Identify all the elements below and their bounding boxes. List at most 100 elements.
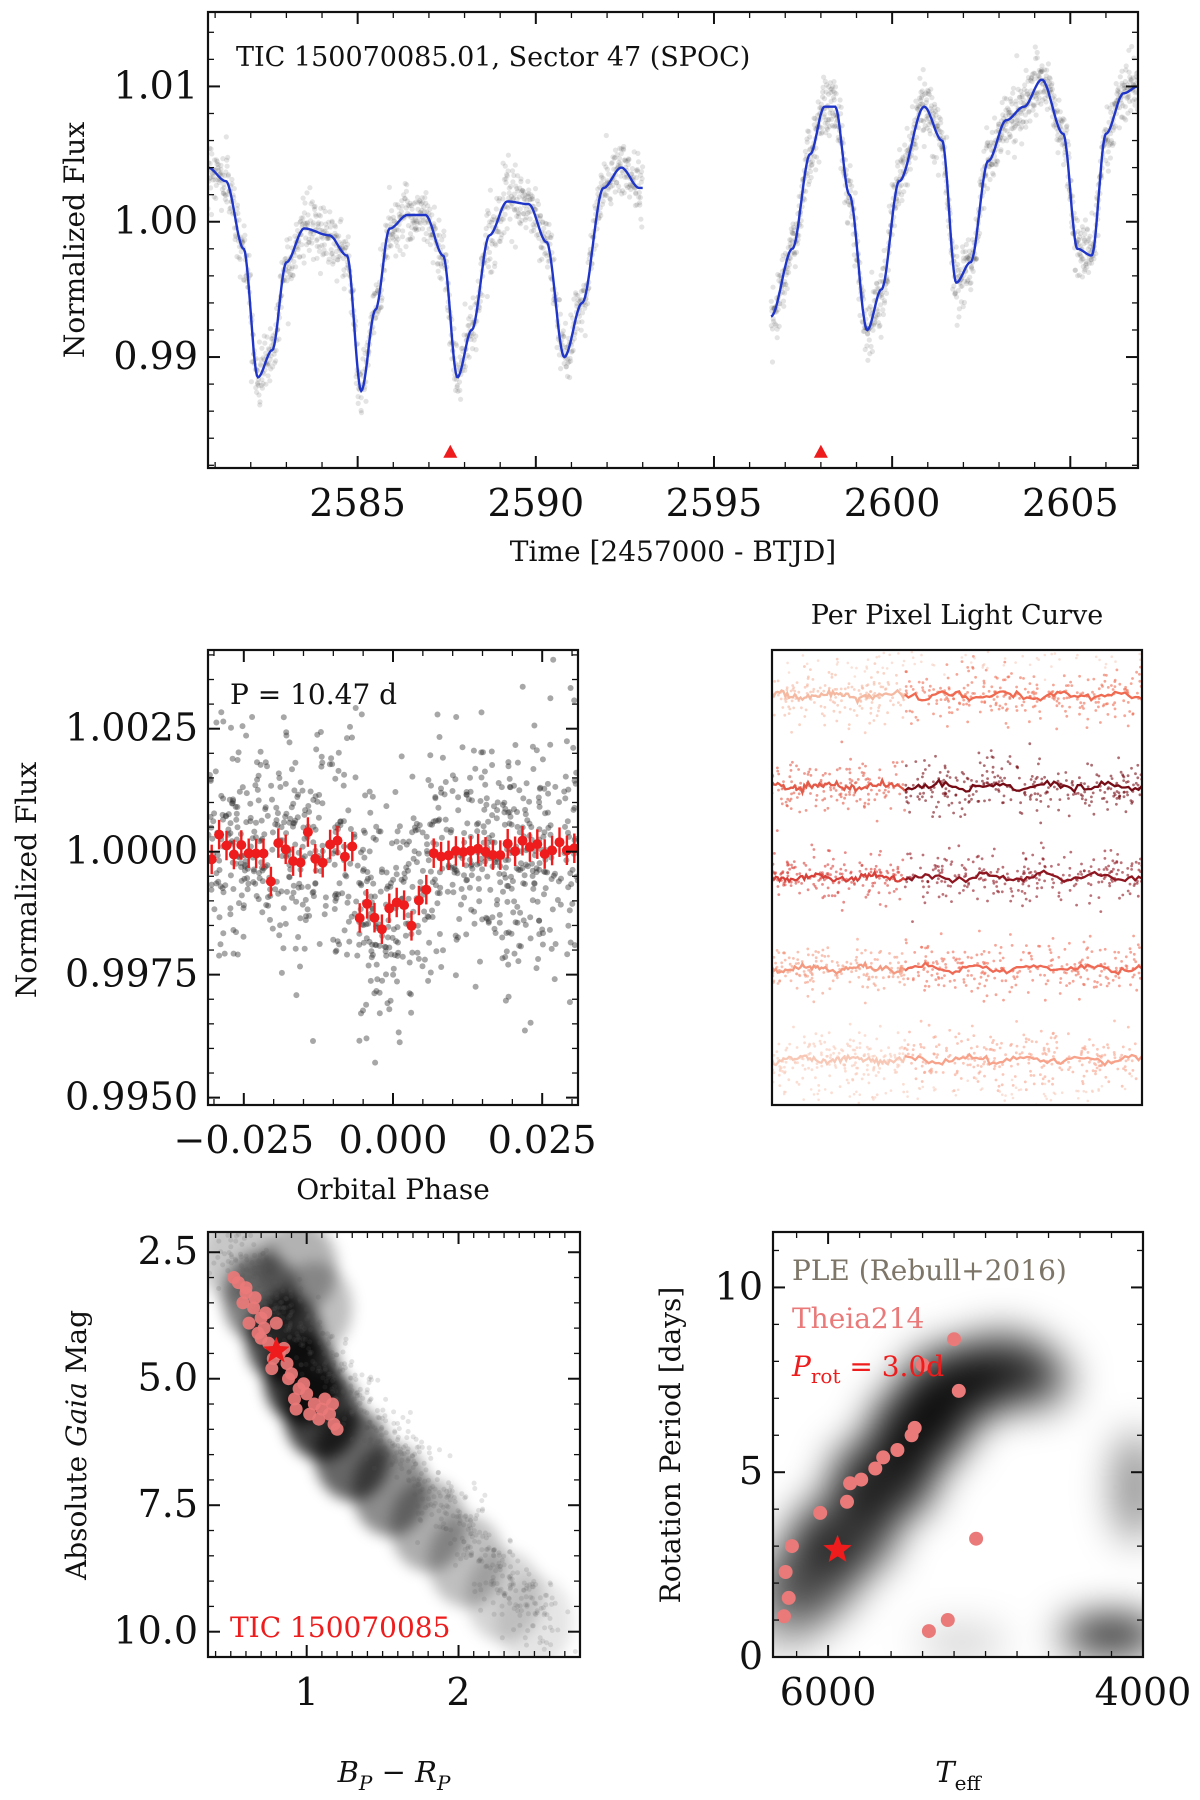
pixel-point	[839, 867, 843, 871]
lc-point	[819, 125, 825, 131]
pixel-point	[806, 888, 810, 892]
pixel-point	[950, 711, 954, 715]
pixel-point	[978, 867, 981, 871]
lc-point	[571, 336, 577, 342]
pixel-point	[878, 870, 882, 874]
pixel-point	[872, 719, 876, 722]
lc-point	[782, 290, 788, 296]
pixel-point	[790, 730, 793, 734]
pixel-point	[948, 711, 951, 714]
lc-point	[1084, 227, 1091, 233]
pixel-point	[869, 852, 873, 856]
pixel-point	[1017, 889, 1020, 892]
pixel-point	[1052, 881, 1055, 885]
lc-point	[257, 402, 263, 408]
lc-point	[405, 202, 411, 208]
pixel-point	[1115, 860, 1119, 863]
pixel-point	[838, 766, 842, 770]
pixel-point	[826, 872, 830, 875]
phase-bin	[258, 848, 269, 859]
phase-point	[489, 832, 496, 839]
y-tick-label: 0.9975	[65, 952, 198, 996]
pixel-point	[1008, 695, 1012, 699]
lc-point	[301, 220, 307, 226]
lc-point	[234, 206, 240, 212]
lc-point	[807, 168, 814, 175]
pixel-point	[856, 778, 860, 781]
pixel-point	[1129, 682, 1133, 685]
lc-point	[486, 210, 492, 216]
lc-point	[523, 206, 530, 212]
pixel-point	[916, 795, 920, 799]
pixel-point	[916, 777, 920, 781]
lc-point	[821, 74, 827, 80]
pixel-point	[1095, 781, 1099, 784]
pixel-point	[789, 763, 792, 767]
phase-point	[571, 942, 578, 949]
pixel-point	[776, 679, 780, 683]
lc-point	[629, 171, 635, 177]
lc-point	[527, 196, 534, 202]
pixel-point	[817, 879, 821, 882]
phase-point	[212, 768, 219, 775]
pixel-point	[1078, 674, 1081, 678]
phase-point	[361, 854, 368, 861]
phase-point	[366, 938, 373, 945]
pixel-point	[882, 672, 886, 675]
phase-point	[383, 971, 389, 978]
lc-point	[454, 382, 460, 389]
phase-point	[434, 711, 441, 718]
phase-point	[223, 813, 230, 820]
lc-point	[235, 210, 241, 216]
pixel-point	[795, 764, 798, 768]
phase-point	[356, 1037, 363, 1044]
phase-point	[434, 890, 441, 896]
lc-point	[524, 197, 530, 203]
lc-point	[483, 225, 489, 232]
lc-point	[784, 286, 790, 292]
lc-point	[1123, 63, 1129, 69]
pixel-point	[875, 792, 879, 796]
pixel-point	[889, 807, 893, 810]
pixel-point	[992, 879, 995, 883]
phase-point	[527, 914, 534, 921]
lc-point	[634, 166, 640, 173]
pixel-point	[921, 772, 925, 775]
lc-point	[608, 201, 614, 207]
phase-point	[478, 749, 485, 756]
lc-point	[615, 162, 621, 169]
phase-point	[571, 777, 578, 784]
lc-point	[295, 228, 301, 234]
pixel-point	[836, 890, 840, 894]
pixel-point	[931, 790, 934, 794]
lc-point	[818, 101, 824, 107]
lc-point	[385, 244, 391, 250]
lc-point	[308, 201, 314, 207]
lc-point	[905, 182, 911, 188]
lc-point	[547, 234, 553, 240]
pixel-point	[848, 771, 852, 775]
pixel-point	[876, 670, 880, 674]
pixel-point	[1138, 672, 1141, 676]
phase-point	[494, 897, 501, 903]
lc-point	[430, 260, 436, 266]
phase-point	[449, 881, 456, 888]
lc-point	[462, 301, 468, 307]
lc-point	[1057, 109, 1063, 115]
pixel-point	[889, 699, 892, 703]
lc-point	[409, 224, 415, 231]
phase-point	[393, 838, 400, 845]
phase-bin	[295, 857, 306, 868]
pixel-point	[1113, 678, 1117, 682]
lc-point	[232, 232, 239, 238]
pixel-point	[895, 761, 899, 764]
lc-point	[520, 193, 526, 199]
pixel-title: Per Pixel Light Curve	[811, 600, 1104, 631]
phase-bin	[495, 850, 506, 861]
lc-point	[495, 229, 501, 235]
phase-point	[521, 881, 528, 887]
lc-point	[620, 146, 626, 152]
pixel-point	[773, 852, 776, 855]
pixel-point	[889, 863, 893, 867]
y-tick-label: 1.01	[113, 63, 198, 107]
